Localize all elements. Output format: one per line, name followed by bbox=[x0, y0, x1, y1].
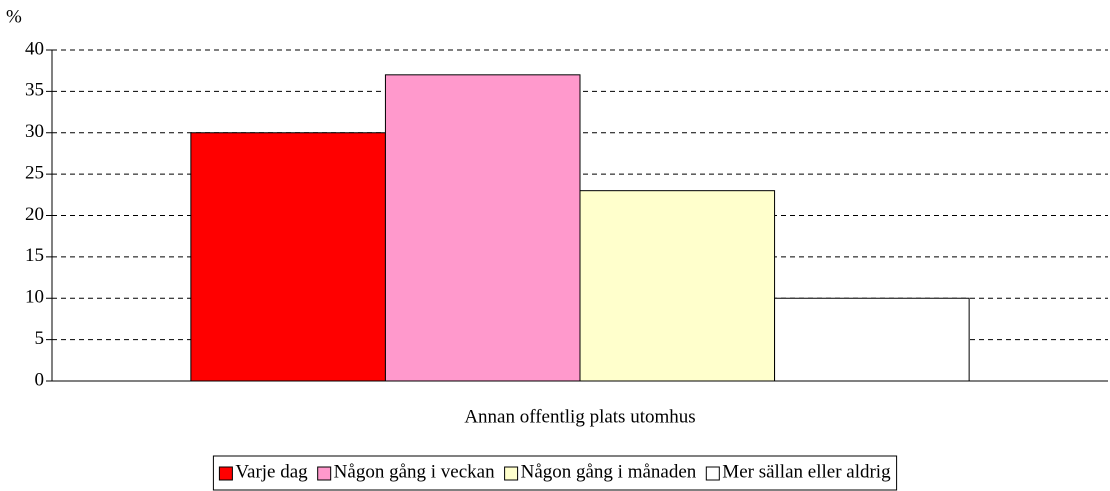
x-tick-label: Annan offentlig plats utomhus bbox=[464, 406, 695, 427]
legend-label: Varje dag bbox=[235, 461, 308, 482]
legend-box bbox=[212, 455, 898, 491]
y-tick-label: 30 bbox=[25, 121, 44, 142]
y-tick-label: 20 bbox=[25, 204, 44, 225]
y-tick-label: 15 bbox=[25, 245, 44, 266]
legend-label: Någon gång i veckan bbox=[334, 461, 495, 482]
legend-swatch bbox=[317, 466, 332, 481]
legend-swatch bbox=[218, 466, 233, 481]
bar bbox=[579, 190, 776, 382]
bar bbox=[384, 74, 581, 382]
y-tick-label: 10 bbox=[25, 287, 44, 308]
y-tick-label: 25 bbox=[25, 162, 44, 183]
legend-label: Mer sällan eller aldrig bbox=[722, 461, 891, 482]
legend-swatch bbox=[705, 466, 720, 481]
y-tick-label: 0 bbox=[35, 369, 45, 390]
bar bbox=[190, 132, 386, 382]
y-tick-label: 40 bbox=[25, 38, 44, 59]
bar bbox=[774, 297, 970, 382]
y-tick-label: 35 bbox=[25, 80, 44, 101]
legend-swatch bbox=[504, 466, 519, 481]
y-tick-label: 5 bbox=[35, 328, 45, 349]
legend-label: Någon gång i månaden bbox=[521, 461, 697, 482]
y-axis-label: % bbox=[6, 6, 22, 27]
